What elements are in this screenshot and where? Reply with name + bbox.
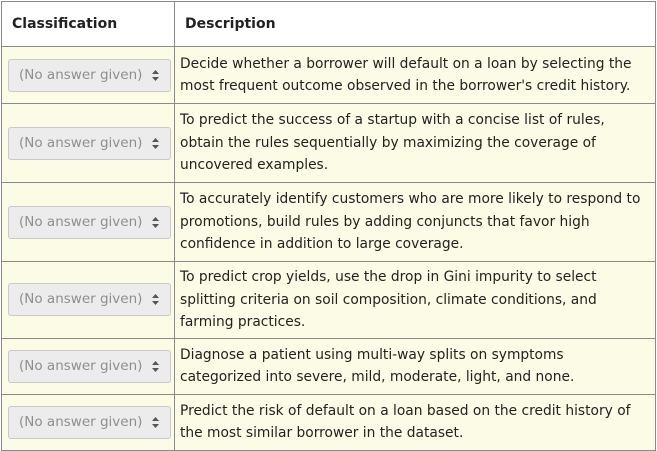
up-down-chevron-icon: [152, 294, 159, 306]
header-description: Description: [174, 1, 656, 47]
description-cell: Decide whether a borrower will default o…: [174, 46, 656, 104]
classification-select[interactable]: (No answer given): [8, 205, 171, 239]
select-value: (No answer given): [19, 213, 143, 230]
classification-select[interactable]: (No answer given): [8, 405, 171, 439]
table-row: (No answer given) Decide whether a borro…: [1, 46, 656, 104]
select-value: (No answer given): [19, 66, 143, 83]
classification-select[interactable]: (No answer given): [8, 58, 171, 92]
table-row: (No answer given) Predict the risk of de…: [1, 393, 656, 451]
classification-cell: (No answer given): [1, 182, 175, 262]
description-cell: Diagnose a patient using multi-way split…: [174, 337, 656, 395]
up-down-chevron-icon: [152, 360, 159, 372]
classification-cell: (No answer given): [1, 393, 175, 451]
up-down-chevron-icon: [152, 69, 159, 81]
table-row: (No answer given) To accurately identify…: [1, 182, 656, 262]
description-cell: Predict the risk of default on a loan ba…: [174, 393, 656, 451]
select-value: (No answer given): [19, 357, 143, 374]
description-cell: To accurately identify customers who are…: [174, 182, 656, 262]
up-down-chevron-icon: [152, 416, 159, 428]
table-row: (No answer given) To predict the success…: [1, 103, 656, 183]
header-classification: Classification: [1, 1, 175, 47]
select-value: (No answer given): [19, 291, 143, 308]
description-cell: To predict crop yields, use the drop in …: [174, 261, 656, 339]
up-down-chevron-icon: [152, 137, 159, 149]
table-row: (No answer given) To predict crop yields…: [1, 261, 656, 339]
select-value: (No answer given): [19, 413, 143, 430]
classification-cell: (No answer given): [1, 46, 175, 104]
classification-select[interactable]: (No answer given): [8, 126, 171, 160]
classification-cell: (No answer given): [1, 261, 175, 339]
table-header-row: Classification Description: [1, 1, 656, 47]
up-down-chevron-icon: [152, 216, 159, 228]
classification-cell: (No answer given): [1, 337, 175, 395]
classification-select[interactable]: (No answer given): [8, 349, 171, 383]
description-cell: To predict the success of a startup with…: [174, 103, 656, 183]
table-row: (No answer given) Diagnose a patient usi…: [1, 337, 656, 395]
select-value: (No answer given): [19, 134, 143, 151]
classification-cell: (No answer given): [1, 103, 175, 183]
classification-select[interactable]: (No answer given): [8, 283, 171, 317]
